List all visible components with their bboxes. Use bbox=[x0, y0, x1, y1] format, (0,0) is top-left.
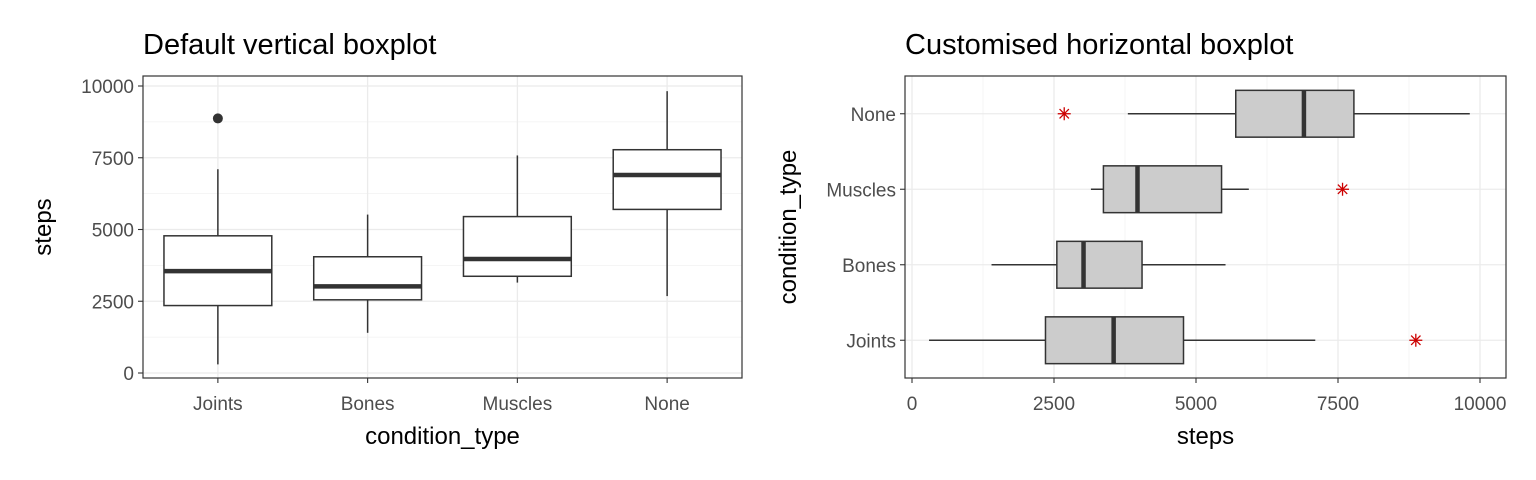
left-boxes bbox=[163, 91, 722, 365]
right-x-tick-label: 0 bbox=[907, 394, 918, 415]
box bbox=[612, 148, 722, 211]
outlier-asterisk bbox=[1057, 107, 1071, 121]
right-x-axis-title: steps bbox=[1177, 423, 1234, 450]
right-box-muscles bbox=[1090, 165, 1350, 214]
right-box-bones bbox=[991, 240, 1226, 289]
right-y-tick-label: Bones bbox=[842, 256, 896, 277]
left-axis-ticks: 0 2500 5000 7500 10000 Joints Bones Muscles None bbox=[81, 77, 690, 415]
right-y-tick-label: Joints bbox=[846, 331, 896, 352]
outlier-asterisk bbox=[1409, 333, 1423, 347]
box bbox=[462, 215, 573, 278]
right-axis-ticks: 0 2500 5000 7500 10000 Joints Bones Muscles None bbox=[826, 105, 1506, 415]
left-x-tick-label: Bones bbox=[341, 394, 395, 415]
right-boxplot-chart: Customised horizontal boxplot 0 2500 5000 7… bbox=[775, 29, 1507, 450]
asterisk-stroke bbox=[1059, 108, 1070, 119]
right-chart-title: Customised horizontal boxplot bbox=[905, 29, 1293, 61]
right-x-tick-label: 2500 bbox=[1033, 394, 1075, 415]
left-y-tick-label: 0 bbox=[123, 364, 134, 385]
left-x-tick-label: None bbox=[644, 394, 689, 415]
left-box-none bbox=[612, 91, 722, 297]
box bbox=[1056, 240, 1143, 289]
left-x-tick-label: Muscles bbox=[483, 394, 553, 415]
asterisk-stroke bbox=[1410, 335, 1421, 346]
outlier-point bbox=[212, 113, 223, 124]
left-box-muscles bbox=[462, 155, 573, 283]
left-boxplot-chart: Default vertical boxplot 0 2500 5000 7500 10… bbox=[30, 29, 743, 450]
right-grid bbox=[905, 76, 1506, 378]
right-y-axis-title: condition_type bbox=[775, 150, 802, 305]
left-box-bones bbox=[312, 214, 423, 333]
left-y-tick-label: 10000 bbox=[81, 77, 134, 98]
box bbox=[1102, 165, 1223, 214]
outlier-asterisk bbox=[1336, 182, 1350, 196]
left-y-tick-label: 5000 bbox=[92, 221, 134, 242]
right-x-tick-label: 10000 bbox=[1454, 394, 1507, 415]
right-panel-border bbox=[904, 75, 1507, 379]
right-box-none bbox=[1057, 89, 1470, 138]
right-y-tick-label: Muscles bbox=[826, 180, 896, 201]
box bbox=[1235, 89, 1355, 138]
left-box-joints bbox=[163, 113, 273, 365]
left-x-axis-title: condition_type bbox=[365, 423, 520, 450]
right-box-joints bbox=[929, 316, 1423, 365]
right-y-tick-label: None bbox=[851, 105, 896, 126]
right-boxes bbox=[929, 89, 1470, 365]
left-panel-border bbox=[142, 75, 743, 379]
left-y-tick-label: 7500 bbox=[92, 149, 134, 170]
left-y-axis-title: steps bbox=[30, 198, 57, 255]
left-chart-title: Default vertical boxplot bbox=[143, 29, 436, 61]
asterisk-stroke bbox=[1337, 184, 1348, 195]
right-x-tick-label: 7500 bbox=[1317, 394, 1359, 415]
left-x-tick-label: Joints bbox=[193, 394, 243, 415]
left-grid bbox=[143, 76, 742, 378]
box bbox=[312, 256, 423, 301]
left-y-tick-label: 2500 bbox=[92, 292, 134, 313]
right-x-tick-label: 5000 bbox=[1175, 394, 1217, 415]
